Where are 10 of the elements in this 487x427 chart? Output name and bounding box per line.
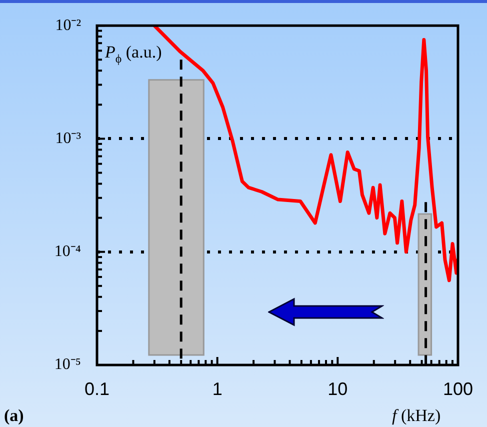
x-axis-title: f (kHz) xyxy=(392,406,441,425)
x-tick-label: 0.1 xyxy=(84,378,110,399)
y-tick-label: 10⁻³ xyxy=(55,130,82,147)
y-tick-label: 10⁻⁵ xyxy=(54,356,81,374)
x-tick-label: 100 xyxy=(442,378,474,399)
y-tick-label: 10⁻² xyxy=(55,16,82,34)
x-tick-label: 10 xyxy=(328,378,348,399)
x-tick-label: 1 xyxy=(212,378,222,399)
y-tick-label: 10⁻⁴ xyxy=(54,243,82,260)
text: (a) xyxy=(4,406,24,425)
